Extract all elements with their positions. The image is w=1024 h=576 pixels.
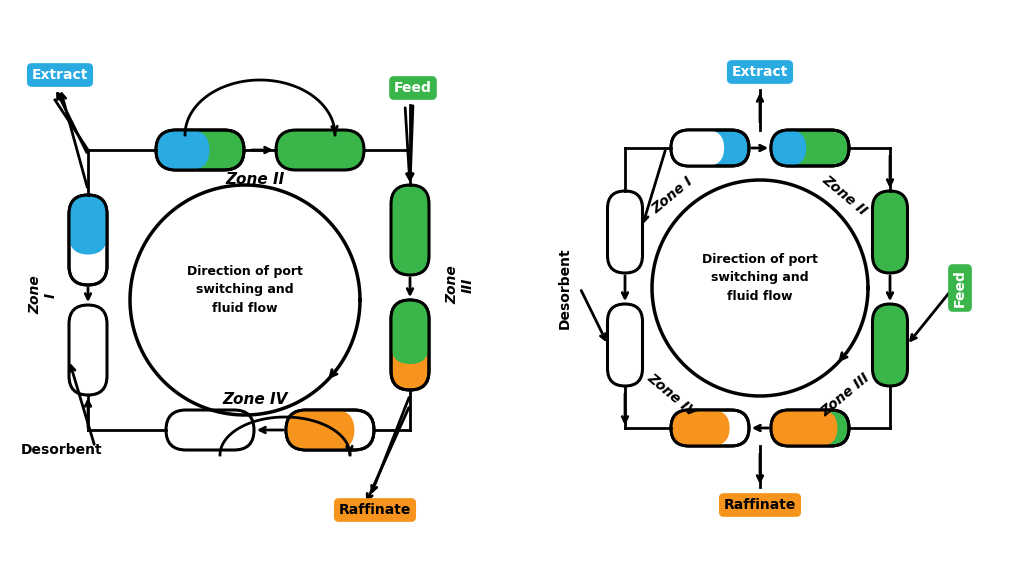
FancyBboxPatch shape	[671, 410, 729, 446]
FancyBboxPatch shape	[671, 130, 724, 166]
Text: Direction of port
switching and
fluid flow: Direction of port switching and fluid fl…	[702, 253, 818, 302]
Text: Desorbent: Desorbent	[558, 247, 572, 329]
Text: Zone
I: Zone I	[28, 276, 58, 314]
Text: Desorbent: Desorbent	[22, 443, 102, 457]
Text: Zone IV: Zone IV	[222, 392, 288, 407]
Text: Raffinate: Raffinate	[339, 503, 412, 517]
FancyBboxPatch shape	[872, 191, 907, 273]
FancyBboxPatch shape	[276, 130, 364, 170]
Text: Extract: Extract	[732, 65, 788, 79]
Text: Zone I: Zone I	[649, 174, 695, 216]
FancyBboxPatch shape	[872, 304, 907, 386]
FancyBboxPatch shape	[156, 130, 210, 170]
FancyBboxPatch shape	[671, 130, 749, 166]
Text: Zone
III: Zone III	[444, 266, 475, 304]
Text: Raffinate: Raffinate	[724, 498, 797, 512]
FancyBboxPatch shape	[607, 304, 642, 386]
FancyBboxPatch shape	[166, 410, 254, 450]
FancyBboxPatch shape	[391, 300, 429, 390]
Text: Zone II: Zone II	[820, 172, 870, 218]
FancyBboxPatch shape	[607, 191, 642, 273]
FancyBboxPatch shape	[286, 410, 354, 450]
Text: Extract: Extract	[32, 68, 88, 82]
Text: Feed: Feed	[953, 269, 967, 307]
FancyBboxPatch shape	[771, 130, 849, 166]
FancyBboxPatch shape	[671, 410, 749, 446]
FancyBboxPatch shape	[391, 300, 429, 364]
Text: Zone III: Zone III	[818, 371, 872, 419]
FancyBboxPatch shape	[69, 195, 106, 255]
FancyBboxPatch shape	[771, 410, 849, 446]
FancyBboxPatch shape	[286, 410, 374, 450]
Text: Zone IV: Zone IV	[645, 370, 699, 419]
Text: Direction of port
switching and
fluid flow: Direction of port switching and fluid fl…	[187, 266, 303, 314]
FancyBboxPatch shape	[391, 185, 429, 275]
Text: Zone II: Zone II	[225, 172, 285, 188]
Text: Feed: Feed	[394, 81, 432, 95]
FancyBboxPatch shape	[156, 130, 244, 170]
FancyBboxPatch shape	[771, 130, 806, 166]
FancyBboxPatch shape	[771, 410, 838, 446]
FancyBboxPatch shape	[69, 195, 106, 285]
FancyBboxPatch shape	[69, 305, 106, 395]
